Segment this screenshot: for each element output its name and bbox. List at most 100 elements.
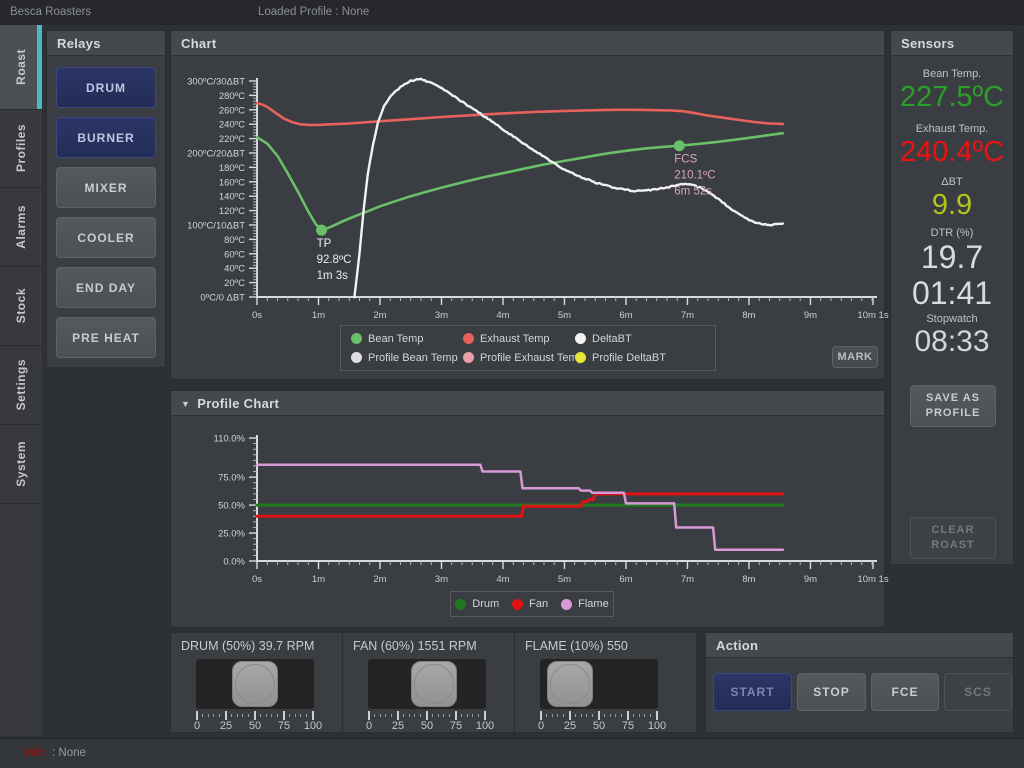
legend-item-drum: Drum bbox=[455, 598, 499, 610]
relay-button-cooler[interactable]: COOLER bbox=[56, 217, 156, 258]
sidebar-tab-profiles[interactable]: Profiles bbox=[0, 110, 42, 188]
svg-text:0s: 0s bbox=[252, 310, 262, 321]
collapse-icon[interactable]: ▼ bbox=[181, 399, 191, 409]
fan-slider-handle[interactable] bbox=[411, 661, 458, 707]
top-bar: Besca Roasters Loaded Profile : None bbox=[0, 0, 1024, 25]
flame-slider-ticks bbox=[540, 711, 658, 720]
svg-text:0s: 0s bbox=[252, 574, 262, 585]
chart-panel-header: Chart bbox=[171, 31, 884, 56]
legend-dot-deltabt bbox=[575, 333, 586, 344]
bean-temp-label: Bean Temp. bbox=[922, 68, 982, 80]
svg-text:40ºC: 40ºC bbox=[224, 264, 245, 275]
legend-item-profile-exhaust-temp: Profile Exhaust Temp bbox=[463, 352, 584, 364]
svg-text:5m: 5m bbox=[558, 310, 571, 321]
svg-text:FCS: FCS bbox=[674, 154, 697, 166]
svg-text:260ºC: 260ºC bbox=[219, 105, 245, 116]
svg-text:240ºC: 240ºC bbox=[219, 120, 245, 131]
svg-text:4m: 4m bbox=[496, 574, 509, 585]
chart-panel: Chart bbox=[170, 30, 885, 380]
legend-label: Profile Exhaust Temp bbox=[480, 351, 584, 364]
relay-button-pre-heat[interactable]: PRE HEAT bbox=[56, 317, 156, 358]
legend-item-deltabt: DeltaBT bbox=[575, 333, 715, 345]
relays-panel-header: Relays bbox=[47, 31, 165, 56]
profile-chart-title: Profile Chart bbox=[197, 396, 280, 411]
svg-text:1m: 1m bbox=[312, 310, 325, 321]
svg-text:6m 52s: 6m 52s bbox=[674, 186, 712, 198]
legend-item-exhaust-temp: Exhaust Temp bbox=[463, 333, 575, 345]
exhaust-temp-label: Exhaust Temp. bbox=[915, 123, 989, 135]
relay-button-mixer[interactable]: MIXER bbox=[56, 167, 156, 208]
drum-slider-track[interactable] bbox=[196, 659, 314, 709]
sidebar-tab-roast[interactable]: Roast bbox=[0, 25, 42, 110]
sidebar-tab-stock[interactable]: Stock bbox=[0, 267, 42, 346]
fan-slider-track[interactable] bbox=[368, 659, 486, 709]
legend-dot-flame bbox=[561, 598, 573, 610]
svg-text:9m: 9m bbox=[804, 574, 817, 585]
save-as-profile-button[interactable]: SAVE AS PROFILE bbox=[910, 385, 996, 427]
drum-control-label: DRUM (50%) 39.7 RPM bbox=[181, 639, 315, 653]
legend-item-bean-temp: Bean Temp bbox=[351, 333, 463, 345]
fan-control-label: FAN (60%) 1551 RPM bbox=[353, 639, 477, 653]
action-button-start[interactable]: START bbox=[713, 673, 792, 711]
profile-chart-legend: Drum Fan Flame bbox=[450, 591, 614, 617]
svg-text:10m 1s: 10m 1s bbox=[857, 574, 888, 585]
flame-slider-track[interactable] bbox=[540, 659, 658, 709]
dtr-label: DTR (%) bbox=[930, 227, 974, 239]
svg-text:8m: 8m bbox=[742, 574, 755, 585]
svg-text:80ºC: 80ºC bbox=[224, 235, 245, 246]
svg-text:60ºC: 60ºC bbox=[224, 249, 245, 260]
fan-slider[interactable]: 0 25 50 75 100 bbox=[366, 659, 494, 734]
sidebar-tab-system[interactable]: System bbox=[0, 425, 42, 504]
svg-text:7m: 7m bbox=[681, 574, 694, 585]
svg-text:5m: 5m bbox=[558, 574, 571, 585]
status-bar: Info : None bbox=[0, 738, 1024, 768]
svg-text:2m: 2m bbox=[373, 574, 386, 585]
svg-text:50.0%: 50.0% bbox=[218, 501, 245, 512]
legend-label: Exhaust Temp bbox=[480, 332, 550, 345]
legend-dot-exhaust-temp bbox=[463, 333, 474, 344]
profile-chart-panel-header[interactable]: ▼ Profile Chart bbox=[171, 391, 884, 416]
delta-bt-value: 9.9 bbox=[931, 189, 973, 221]
relay-button-end-day[interactable]: END DAY bbox=[56, 267, 156, 308]
profile-chart-panel: ▼ Profile Chart bbox=[170, 390, 885, 628]
fan-control-group: FAN (60%) 1551 RPM 0 25 50 75 100 bbox=[342, 633, 514, 732]
svg-text:140ºC: 140ºC bbox=[219, 192, 245, 203]
legend-label: Bean Temp bbox=[368, 332, 424, 345]
svg-text:25.0%: 25.0% bbox=[218, 529, 245, 540]
action-panel: Action START STOP FCE SCS bbox=[705, 632, 1014, 733]
status-value: : None bbox=[52, 747, 86, 759]
svg-text:20ºC: 20ºC bbox=[224, 278, 245, 289]
svg-text:3m: 3m bbox=[435, 310, 448, 321]
svg-text:180ºC: 180ºC bbox=[219, 163, 245, 174]
relays-list: DRUM BURNER MIXER COOLER END DAY PRE HEA… bbox=[47, 56, 165, 369]
main-chart: 0ºC/0 ΔBT 20ºC 40ºC 60ºC 80ºC 100ºC/10ΔBT 120º… bbox=[187, 77, 889, 322]
relay-button-burner[interactable]: BURNER bbox=[56, 117, 156, 158]
legend-item-flame: Flame bbox=[561, 598, 609, 610]
fan-slider-ticks bbox=[368, 711, 486, 720]
mark-button[interactable]: MARK bbox=[832, 346, 878, 368]
drum-slider[interactable]: 0 25 50 75 100 bbox=[193, 659, 323, 734]
sidebar-tab-alarms[interactable]: Alarms bbox=[0, 188, 42, 267]
app-title: Besca Roasters bbox=[10, 6, 92, 18]
svg-text:280ºC: 280ºC bbox=[219, 91, 245, 102]
svg-text:300ºC/30ΔBT: 300ºC/30ΔBT bbox=[187, 77, 245, 88]
sensors-panel-header: Sensors bbox=[891, 31, 1013, 56]
legend-dot-drum bbox=[455, 598, 467, 610]
action-button-fce[interactable]: FCE bbox=[871, 673, 939, 711]
exhaust-temp-value: 240.4ºC bbox=[899, 136, 1005, 168]
drum-slider-scale: 0 25 50 75 100 bbox=[193, 720, 323, 732]
flame-slider-handle[interactable] bbox=[547, 661, 594, 707]
action-button-row: START STOP FCE SCS bbox=[713, 673, 1012, 711]
relays-panel: Relays DRUM BURNER MIXER COOLER END DAY … bbox=[46, 30, 166, 368]
flame-slider[interactable]: 0 25 50 75 100 bbox=[538, 659, 666, 734]
loaded-profile-label: Loaded Profile : None bbox=[258, 6, 370, 18]
legend-dot-profile-deltabt bbox=[575, 352, 586, 363]
stopwatch-value: 08:33 bbox=[914, 325, 990, 358]
svg-text:9m: 9m bbox=[804, 310, 817, 321]
relay-button-drum[interactable]: DRUM bbox=[56, 67, 156, 108]
svg-text:92.8ºC: 92.8ºC bbox=[317, 254, 352, 266]
legend-label: Drum bbox=[472, 598, 500, 610]
drum-slider-handle[interactable] bbox=[232, 661, 278, 707]
sidebar-tab-settings[interactable]: Settings bbox=[0, 346, 42, 425]
action-button-stop[interactable]: STOP bbox=[797, 673, 866, 711]
